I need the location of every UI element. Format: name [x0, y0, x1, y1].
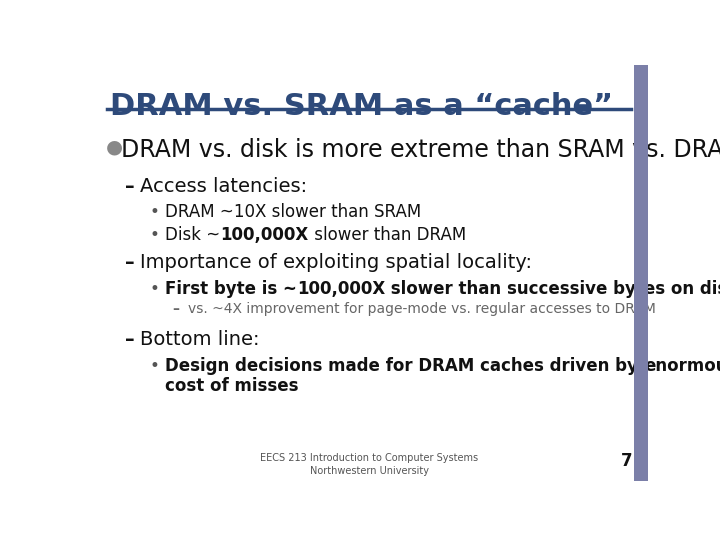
Text: •: •: [150, 203, 160, 221]
Text: EECS 213 Introduction to Computer Systems: EECS 213 Introduction to Computer System…: [260, 453, 478, 463]
Text: Importance of exploiting spatial locality:: Importance of exploiting spatial localit…: [140, 253, 532, 272]
Text: successive bytes on disk: successive bytes on disk: [508, 280, 720, 298]
Text: •: •: [150, 280, 160, 298]
Bar: [634, 65, 648, 481]
Text: Bottom line:: Bottom line:: [140, 329, 260, 349]
Text: Access latencies:: Access latencies:: [140, 177, 307, 196]
Text: DRAM vs. disk is more extreme than SRAM vs. DRAM: DRAM vs. disk is more extreme than SRAM …: [121, 138, 720, 161]
Text: slower than: slower than: [385, 280, 508, 298]
Text: ●: ●: [106, 138, 123, 157]
Text: cost of misses: cost of misses: [166, 377, 299, 395]
Text: –: –: [125, 177, 134, 196]
Text: Disk ~: Disk ~: [166, 226, 220, 244]
Text: 7: 7: [621, 452, 633, 470]
Text: vs. ~4X improvement for page-mode vs. regular accesses to DRAM: vs. ~4X improvement for page-mode vs. re…: [188, 302, 655, 316]
Text: Northwestern University: Northwestern University: [310, 465, 428, 476]
Text: •: •: [150, 357, 160, 375]
Text: slower than DRAM: slower than DRAM: [309, 226, 466, 244]
Text: Design decisions made for DRAM caches driven by: Design decisions made for DRAM caches dr…: [166, 357, 644, 375]
Text: DRAM vs. SRAM as a “cache”: DRAM vs. SRAM as a “cache”: [109, 92, 613, 121]
Text: –: –: [125, 329, 134, 349]
Text: 100,000X: 100,000X: [220, 226, 309, 244]
Text: –: –: [172, 302, 179, 316]
Text: 100,000X: 100,000X: [297, 280, 385, 298]
Text: enormous: enormous: [644, 357, 720, 375]
Text: •: •: [150, 226, 160, 244]
Text: DRAM ~10X slower than SRAM: DRAM ~10X slower than SRAM: [166, 203, 422, 221]
Text: First byte is ~: First byte is ~: [166, 280, 297, 298]
Text: –: –: [125, 253, 134, 272]
